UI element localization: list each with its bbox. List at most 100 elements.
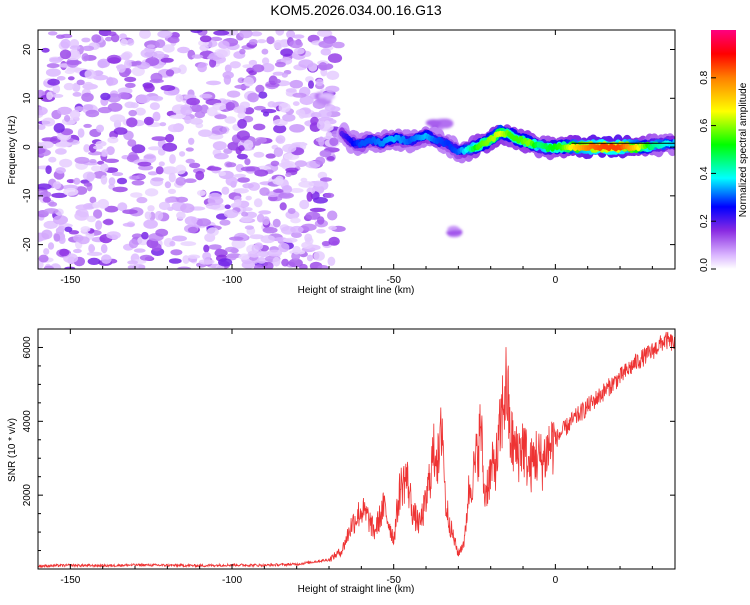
noise-blob: [190, 104, 203, 113]
noise-blob: [327, 53, 343, 63]
spectrogram-xtick-label: -50: [386, 275, 401, 286]
noise-blob: [73, 248, 82, 254]
noise-blob: [330, 106, 341, 112]
noise-blob: [91, 34, 102, 43]
noise-blob: [168, 172, 176, 183]
noise-blob: [111, 172, 124, 177]
noise-blob: [253, 264, 264, 269]
noise-blob: [203, 244, 210, 253]
noise-blob: [64, 114, 71, 122]
noise-blob: [258, 91, 268, 99]
noise-blob: [82, 45, 95, 51]
noise-blob: [131, 144, 146, 154]
noise-blob: [138, 165, 154, 171]
noise-blob: [107, 57, 121, 64]
noise-blob: [289, 188, 304, 193]
noise-blob: [157, 30, 173, 38]
noise-blob: [227, 141, 242, 151]
noise-blob: [238, 253, 250, 260]
noise-blob: [209, 58, 217, 68]
noise-blob: [160, 85, 176, 91]
noise-blob: [171, 235, 187, 242]
noise-blob: [325, 131, 333, 139]
noise-blob: [93, 209, 103, 219]
noise-blob: [312, 180, 325, 187]
noise-blob: [200, 104, 209, 114]
noise-blob: [185, 158, 195, 164]
noise-blob: [288, 258, 303, 268]
noise-blob: [224, 64, 232, 73]
noise-blob: [272, 218, 281, 228]
noise-blob: [199, 35, 212, 43]
noise-blob: [237, 177, 250, 183]
noise-blob: [289, 79, 303, 89]
spectrogram-signal: [336, 122, 675, 164]
noise-blob: [214, 153, 229, 160]
noise-blob: [305, 211, 321, 220]
noise-blob: [146, 44, 156, 49]
noise-blob: [51, 93, 64, 98]
noise-blob: [162, 142, 178, 152]
noise-blob: [278, 192, 294, 199]
noise-blob: [100, 163, 109, 173]
snr-ytick-label: 4000: [22, 410, 33, 433]
noise-blob: [63, 82, 75, 91]
noise-blob: [292, 101, 300, 106]
snr-xtick-label: -50: [386, 575, 401, 586]
noise-blob: [124, 101, 136, 109]
noise-blob: [41, 47, 50, 53]
noise-blob: [315, 78, 324, 87]
noise-blob: [72, 92, 82, 97]
spectrogram-xtick-label: -150: [60, 275, 80, 286]
noise-blob: [221, 186, 230, 195]
snr-xtick-label: -150: [60, 575, 80, 586]
snr-xtick-label: 0: [553, 575, 559, 586]
noise-blob: [298, 59, 314, 69]
noise-blob: [101, 254, 112, 264]
noise-blob: [157, 148, 166, 156]
noise-blob: [177, 46, 190, 54]
noise-blob: [208, 133, 224, 140]
noise-blob: [275, 30, 285, 36]
spectrogram-feature: [314, 92, 335, 106]
noise-blob: [148, 146, 162, 151]
noise-blob: [238, 145, 245, 152]
noise-blob: [41, 229, 53, 240]
noise-blob: [324, 192, 335, 198]
noise-blob: [57, 225, 66, 231]
noise-blob: [272, 178, 284, 185]
noise-blob: [53, 215, 68, 225]
noise-blob: [74, 156, 90, 164]
noise-blob: [82, 104, 94, 111]
noise-blob: [55, 148, 67, 155]
noise-blob: [301, 241, 313, 249]
noise-blob: [77, 208, 89, 218]
noise-blob: [306, 254, 314, 262]
noise-blob: [175, 176, 187, 186]
noise-blob: [141, 231, 149, 240]
noise-blob: [244, 225, 254, 230]
noise-blob: [262, 227, 278, 234]
noise-blob: [224, 204, 231, 210]
noise-blob: [263, 261, 274, 269]
noise-blob: [167, 36, 180, 44]
noise-blob: [69, 109, 81, 119]
noise-blob: [233, 106, 245, 114]
noise-blob: [233, 173, 246, 178]
colorbar-label: Normalized spectral amplitude: [738, 82, 749, 217]
noise-blob: [250, 31, 263, 37]
noise-blob: [253, 151, 265, 158]
spectrogram-ytick-label: -20: [22, 237, 33, 252]
signal-cell: [491, 135, 496, 142]
noise-blob: [120, 52, 131, 61]
noise-blob: [72, 82, 81, 93]
noise-blob: [237, 112, 246, 119]
noise-blob: [247, 92, 259, 103]
noise-blob: [155, 228, 169, 237]
noise-blob: [55, 167, 66, 174]
spectrogram-ytick-label: 20: [22, 44, 33, 56]
noise-blob: [214, 114, 227, 120]
noise-blob: [147, 205, 155, 212]
noise-blob: [124, 59, 132, 70]
noise-blob: [318, 136, 325, 147]
